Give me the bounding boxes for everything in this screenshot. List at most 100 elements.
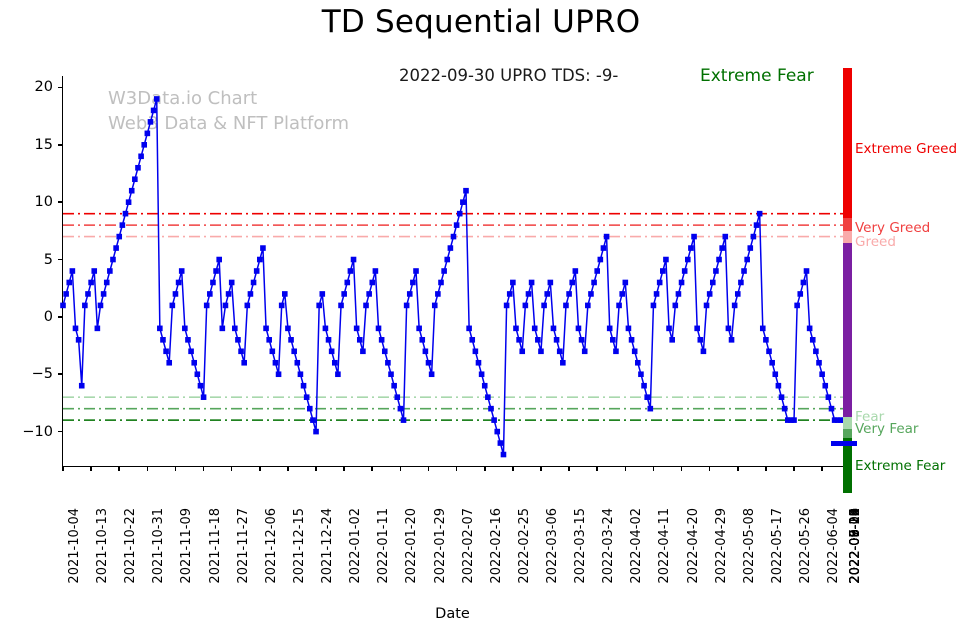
series-marker <box>603 233 610 240</box>
series-marker <box>300 382 307 389</box>
series-marker <box>481 382 488 389</box>
series-marker <box>138 153 144 160</box>
series-marker <box>513 325 519 332</box>
series-marker <box>107 268 113 274</box>
annotation-row: 2022-09-30 UPRO TDS: -9- Extreme Fear <box>0 66 962 92</box>
page-title: TD Sequential UPRO <box>321 4 641 40</box>
series-marker <box>313 428 319 435</box>
x-tick-label: 2022-05-08 <box>741 508 757 584</box>
series-marker <box>456 210 463 217</box>
x-tick-label: 2021-10-13 <box>95 508 111 584</box>
x-tick-label: 2022-06-04 <box>826 508 842 584</box>
y-tick-label: 10 <box>34 194 53 211</box>
series-marker <box>269 348 276 355</box>
x-tick-label: 2022-03-06 <box>544 508 560 584</box>
series-marker <box>569 279 576 286</box>
series-marker <box>644 394 650 400</box>
very-fear-band <box>843 429 852 438</box>
series-marker <box>516 337 522 343</box>
series-marker <box>194 371 201 378</box>
series-marker <box>119 222 126 228</box>
series-marker <box>335 371 341 378</box>
series-marker <box>650 302 657 309</box>
series-marker <box>378 337 385 343</box>
series-marker <box>756 210 763 217</box>
series-marker <box>597 256 604 263</box>
series-marker <box>616 302 622 309</box>
x-tick-label: 2022-04-11 <box>657 508 673 584</box>
x-tick-mark <box>343 466 345 471</box>
x-tick-label: 2022-04-29 <box>713 508 729 584</box>
series-marker <box>416 325 422 332</box>
series-marker <box>819 371 825 378</box>
series-marker <box>94 325 101 332</box>
x-tick-mark <box>259 466 261 471</box>
series-marker <box>128 187 135 194</box>
series-marker <box>356 337 363 343</box>
series-marker <box>697 337 704 343</box>
series-marker <box>653 291 660 297</box>
series-marker <box>619 291 625 297</box>
series-marker <box>753 222 760 228</box>
series-marker <box>628 337 635 343</box>
neutral-band <box>843 243 852 417</box>
x-tick-mark <box>568 466 570 471</box>
fear-band <box>843 416 852 430</box>
series-marker <box>528 279 535 286</box>
x-tick-mark <box>652 466 655 471</box>
x-tick-mark <box>624 466 627 471</box>
series-marker <box>709 279 716 286</box>
series-marker <box>800 279 807 286</box>
series-marker <box>816 359 822 366</box>
series-marker <box>244 302 251 309</box>
series-marker <box>556 348 563 355</box>
series-marker <box>784 417 791 423</box>
series-marker <box>606 325 613 332</box>
x-tick-mark <box>512 466 514 471</box>
series-marker <box>503 302 510 309</box>
series-marker <box>460 199 466 205</box>
series-marker <box>253 268 260 274</box>
x-tick-label: 2022-04-02 <box>629 508 645 584</box>
series-marker <box>235 337 241 343</box>
greed-band <box>843 230 852 243</box>
series-marker <box>560 359 566 366</box>
series-marker <box>294 359 301 366</box>
series-marker <box>282 291 288 297</box>
x-tick-label: 2021-11-09 <box>179 508 195 584</box>
series-marker <box>366 291 372 297</box>
series-marker <box>163 348 169 355</box>
x-tick-mark <box>596 466 598 471</box>
series-marker <box>350 256 357 263</box>
plot-svg <box>60 96 854 458</box>
series-marker <box>563 302 569 309</box>
x-axis-label: Date <box>435 606 470 622</box>
series-marker <box>778 394 785 400</box>
series-marker <box>531 325 538 332</box>
series-marker <box>716 256 722 263</box>
series-marker <box>397 405 404 412</box>
series-marker <box>110 256 116 263</box>
extreme-fear-band <box>843 438 852 493</box>
series-marker <box>100 291 107 297</box>
series-marker <box>241 359 247 366</box>
series-marker <box>78 382 85 389</box>
series-marker <box>116 233 123 240</box>
x-tick-mark <box>680 466 683 471</box>
series-marker <box>475 359 482 366</box>
series-marker <box>466 325 472 332</box>
x-tick-mark <box>315 466 317 471</box>
x-tick-mark <box>821 466 823 471</box>
series-marker <box>588 291 594 297</box>
series-marker <box>550 325 557 332</box>
series-marker <box>663 256 669 263</box>
series-marker <box>331 359 338 366</box>
series-marker <box>419 337 426 343</box>
series-marker <box>600 245 607 251</box>
series-marker <box>553 337 560 343</box>
series-marker <box>691 233 697 240</box>
series-marker <box>541 302 547 309</box>
series-marker <box>672 302 679 309</box>
series-marker <box>478 371 485 378</box>
series-marker <box>403 302 410 309</box>
